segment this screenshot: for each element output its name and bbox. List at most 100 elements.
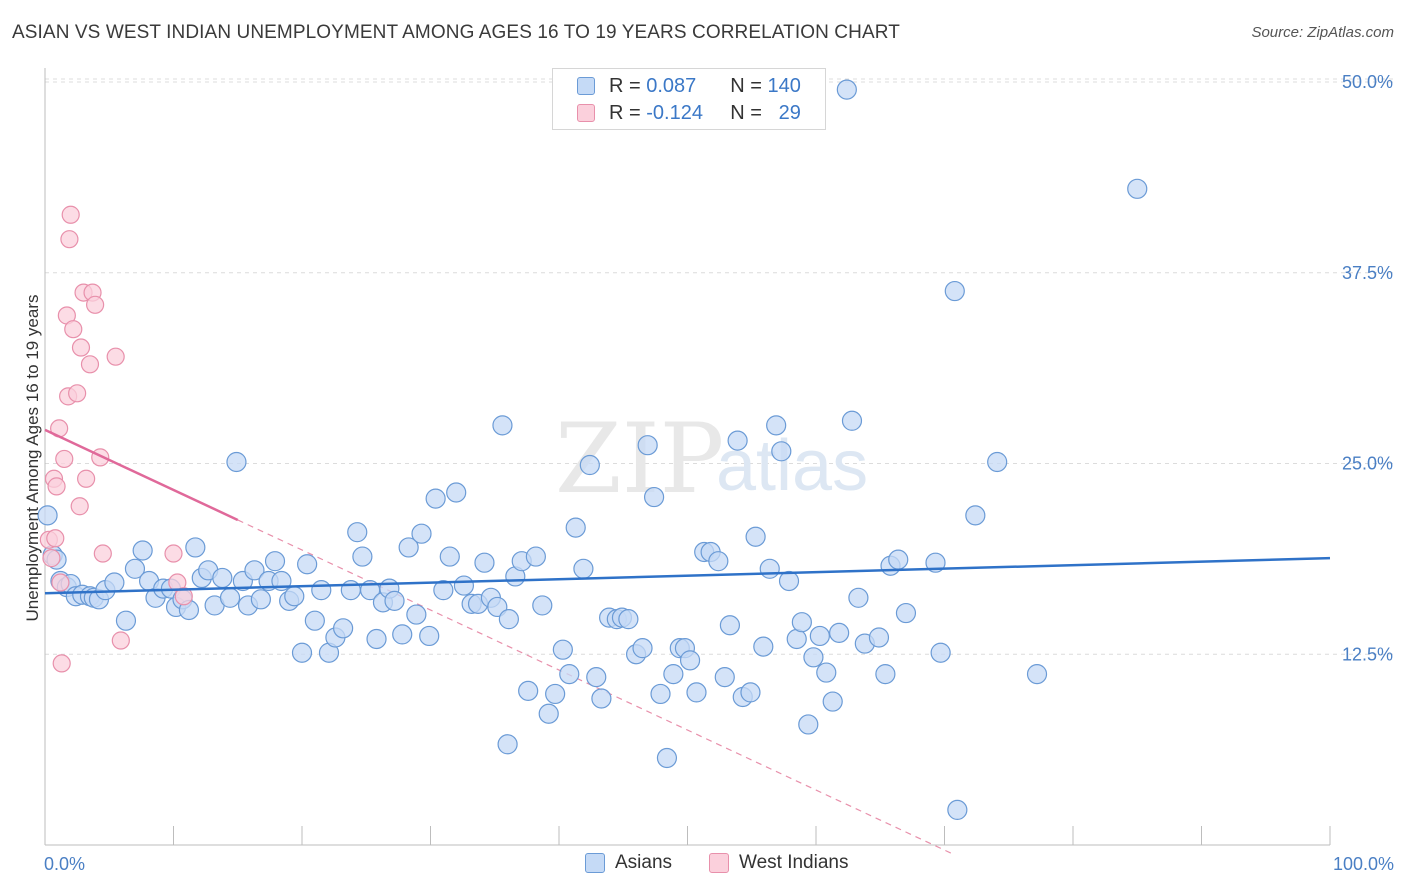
y-tick-label: 50.0%	[1342, 72, 1393, 92]
asians-point	[791, 612, 812, 633]
asians-swatch-icon	[577, 77, 595, 95]
asians-n-value: 140	[767, 74, 801, 97]
asians-point	[987, 451, 1008, 473]
asians-point	[809, 625, 830, 647]
asians-point	[591, 688, 612, 709]
west-indians-legend-icon	[709, 853, 729, 873]
asians-point	[778, 570, 800, 592]
asians-point	[848, 587, 869, 608]
asians-point	[284, 586, 305, 607]
y-tick-label: 25.0%	[1342, 454, 1393, 474]
asians-point	[632, 638, 653, 659]
asians-point	[895, 602, 917, 624]
asians-point	[498, 609, 519, 630]
asians-point	[965, 505, 986, 526]
asians-trend-line	[44, 556, 1331, 595]
asians-point	[518, 680, 539, 701]
asians-point	[311, 580, 332, 601]
asians-point	[497, 734, 518, 755]
asians-point	[719, 615, 741, 636]
west-indians-swatch-icon	[577, 104, 595, 122]
correlation-legend: R = 0.087 N = 140 R = -0.124 N = 29	[552, 68, 826, 130]
west-indians-point	[61, 205, 80, 224]
asians-point	[650, 683, 671, 705]
west-indians-point	[86, 295, 105, 314]
asians-point	[947, 799, 968, 821]
asians-point	[766, 415, 787, 436]
asians-point	[244, 560, 265, 581]
west-indians-point	[164, 544, 183, 563]
asians-point	[250, 589, 271, 610]
asians-point	[352, 546, 373, 567]
west-indians-trend-line	[44, 428, 239, 522]
asians-point	[392, 624, 413, 645]
asians-point	[212, 567, 233, 589]
asians-point	[433, 580, 454, 601]
asians-point	[1127, 178, 1148, 199]
asians-point	[841, 410, 863, 431]
x-tick-label: 100.0%	[1333, 854, 1394, 874]
west-indians-point	[55, 449, 74, 469]
axes: 12.5% 25.0% 37.5% 50.0% 0.0% 100.0%	[44, 68, 1394, 874]
legend-row-west-indians: R = -0.124 N = 29	[577, 101, 801, 125]
asians-point	[219, 587, 241, 608]
west-indians-point	[64, 320, 83, 339]
asians-point	[586, 667, 607, 688]
asians-point	[297, 554, 318, 575]
west-indians-point	[47, 477, 66, 496]
asians-point	[366, 628, 387, 650]
asians-point	[829, 622, 850, 643]
asians-point	[406, 604, 427, 625]
asians-point	[875, 663, 896, 685]
west-indians-point	[70, 497, 89, 516]
west-indians-point	[106, 347, 125, 366]
asians-point	[786, 628, 807, 650]
asians-legend-label: Asians	[615, 852, 673, 873]
chart-title: ASIAN VS WEST INDIAN UNEMPLOYMENT AMONG …	[12, 22, 900, 43]
asians-point	[868, 627, 890, 648]
data-points	[37, 79, 1331, 821]
west-indians-point	[60, 230, 79, 249]
asians-point	[740, 682, 761, 703]
asians-point	[384, 590, 405, 611]
west-indians-point	[80, 355, 100, 374]
y-axis-label: Unemployment Among Ages 16 to 19 years	[23, 295, 42, 622]
asians-point	[888, 549, 909, 570]
asians-point	[727, 430, 748, 451]
asians-point	[411, 523, 432, 544]
asians-point	[663, 663, 684, 685]
asians-point	[573, 558, 594, 579]
asians-point	[104, 572, 125, 593]
asians-point	[304, 610, 325, 631]
asians-point	[185, 537, 206, 558]
asians-point	[643, 486, 665, 508]
asians-point	[347, 522, 368, 543]
asians-point	[714, 667, 735, 688]
asians-point	[132, 540, 153, 561]
west-indians-n-label: N =	[730, 101, 762, 124]
asians-point	[425, 488, 446, 509]
asians-point	[291, 642, 313, 663]
west-indians-point	[51, 573, 70, 592]
asians-point	[525, 546, 546, 567]
asians-point	[264, 551, 286, 572]
y-tick-label: 37.5%	[1342, 263, 1393, 283]
west-indians-point	[46, 529, 65, 548]
asians-point	[115, 610, 137, 631]
asians-r-value: 0.087	[646, 74, 697, 97]
asians-point	[487, 596, 508, 618]
watermark-zip: ZIP	[555, 403, 724, 515]
asians-point	[439, 546, 460, 567]
asians-point	[708, 551, 729, 572]
asians-point	[618, 609, 639, 630]
asians-point	[446, 482, 467, 503]
asians-point	[545, 683, 566, 705]
asians-point	[474, 552, 495, 573]
asians-point	[579, 454, 600, 476]
asians-point	[798, 714, 819, 735]
west-indians-point	[77, 469, 96, 488]
asians-r-label: R =	[609, 74, 641, 97]
asians-point	[656, 747, 678, 769]
west-indians-point	[68, 384, 87, 403]
